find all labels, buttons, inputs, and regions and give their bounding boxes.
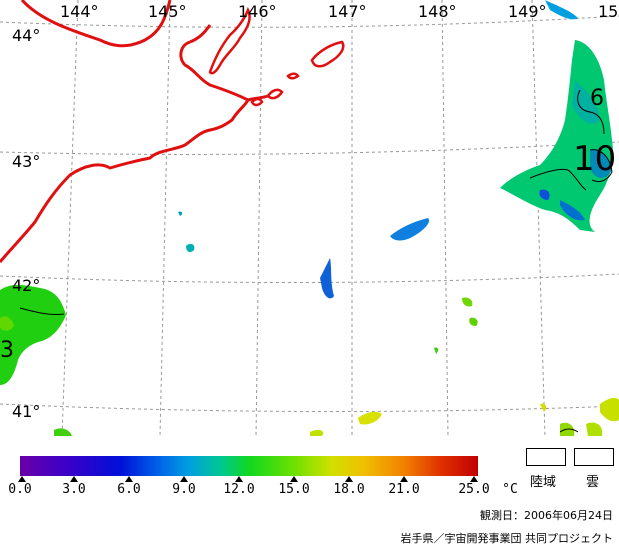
sst-map — [0, 0, 619, 436]
isotherms — [19, 89, 613, 433]
observation-date: 観測日：2006年06月24日 — [480, 509, 613, 522]
colorbar-tick-21: 21.0 — [388, 482, 420, 497]
colorbar-tick-25: 25.0 — [458, 482, 490, 497]
lon-label-147: 147° — [328, 2, 367, 21]
cloud-legend-label: 雲 — [586, 475, 600, 490]
contour-label-6: 6 — [590, 86, 604, 111]
colorbar-tick-0: 0.0 — [8, 482, 32, 497]
lon-label-146: 146° — [238, 2, 277, 21]
land-legend-label: 陸域 — [530, 475, 557, 490]
lon-label-150: 15 — [598, 2, 619, 21]
lat-label-42: 42° — [12, 276, 41, 295]
lat-label-41: 41° — [12, 402, 41, 421]
credit-line: 岩手県／宇宙開発事業団 共同プロジェクト — [400, 532, 614, 545]
contour-label-3: 3 — [0, 338, 14, 363]
lat-label-43: 43° — [12, 152, 41, 171]
graticule — [0, 0, 619, 436]
colorbar-tick-9: 9.0 — [172, 482, 196, 497]
colorbar-gradient — [20, 456, 478, 476]
colorbar-ticks — [18, 476, 478, 482]
lon-label-149: 149° — [508, 2, 547, 21]
sst-patch-southwest — [0, 284, 66, 385]
lat-label-44: 44° — [12, 26, 41, 45]
sst-patch-east — [500, 40, 613, 232]
colorbar-tick-15: 15.0 — [278, 482, 310, 497]
lon-label-148: 148° — [418, 2, 457, 21]
land-legend-swatch — [526, 448, 566, 466]
colorbar-tick-18: 18.0 — [333, 482, 365, 497]
colorbar-unit: °C — [502, 482, 518, 497]
islands — [208, 6, 345, 107]
colorbar-tick-3: 3.0 — [62, 482, 86, 497]
colorbar — [18, 456, 478, 482]
colorbar-tick-12: 12.0 — [223, 482, 255, 497]
cloud-legend-swatch — [574, 448, 614, 466]
sst-patches — [0, 0, 619, 436]
lon-label-145: 145° — [148, 2, 187, 21]
contour-label-10: 10 — [573, 139, 617, 179]
lon-label-144: 144° — [60, 2, 99, 21]
colorbar-tick-6: 6.0 — [117, 482, 141, 497]
